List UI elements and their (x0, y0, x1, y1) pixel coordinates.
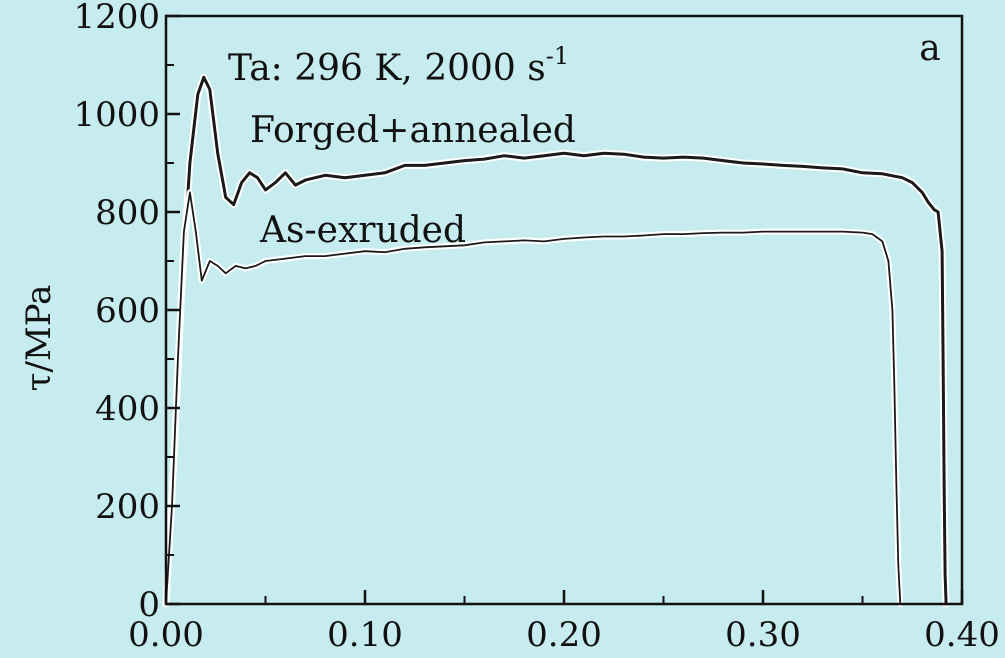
x-tick-label: 0.00 (128, 615, 204, 655)
y-tick-label: 0 (138, 585, 160, 625)
series-line-1 (165, 191, 902, 605)
condition-annotation: Ta: 296 K, 2000 s-1 (228, 42, 569, 89)
condition-text: Ta: 296 K, 2000 s (228, 48, 546, 89)
panel-label: a (919, 28, 940, 69)
y-tick-label: 1000 (73, 95, 160, 135)
series-line-0 (164, 75, 948, 606)
x-tick-label: 0.30 (725, 615, 801, 655)
series-layer (162, 73, 950, 608)
x-tick-label: 0.10 (327, 615, 403, 655)
y-tick-label: 200 (95, 487, 160, 527)
y-tick-label: 1200 (73, 0, 160, 37)
x-tick-label: 0.20 (526, 615, 602, 655)
y-axis-label: τ/MPa (19, 285, 59, 392)
condition-superscript: -1 (546, 42, 569, 70)
ticks-layer: 0.00 0.10 0.20 0.30 0.40 0 200 400 600 800 1000 120… (73, 0, 999, 655)
series-label-forged-annealed: Forged+annealed (250, 110, 576, 151)
y-tick-label: 800 (95, 193, 160, 233)
x-tick-label: 0.40 (924, 615, 1000, 655)
y-tick-label: 600 (95, 291, 160, 331)
series-label-as-exruded: As-exruded (259, 210, 466, 251)
y-tick-label: 400 (95, 389, 160, 429)
